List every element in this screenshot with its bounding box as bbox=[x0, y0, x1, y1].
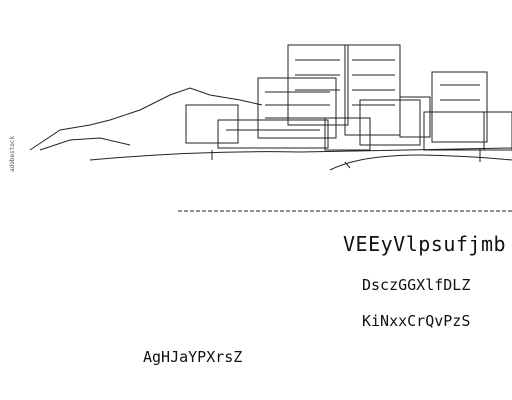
footer-text: AgHJaYPXrsZ bbox=[143, 348, 243, 366]
heading: VEEyVlpsufjmb bbox=[343, 232, 507, 256]
ground bbox=[89, 147, 512, 171]
text-line: KiNxxCrQvPzS bbox=[362, 312, 471, 330]
buildings bbox=[185, 44, 512, 151]
mountains bbox=[29, 87, 263, 151]
text-line: DsczGGXlfDLZ bbox=[362, 276, 471, 294]
watermark: adobestock bbox=[9, 135, 16, 172]
city-sketch: adobestock bbox=[9, 44, 512, 212]
